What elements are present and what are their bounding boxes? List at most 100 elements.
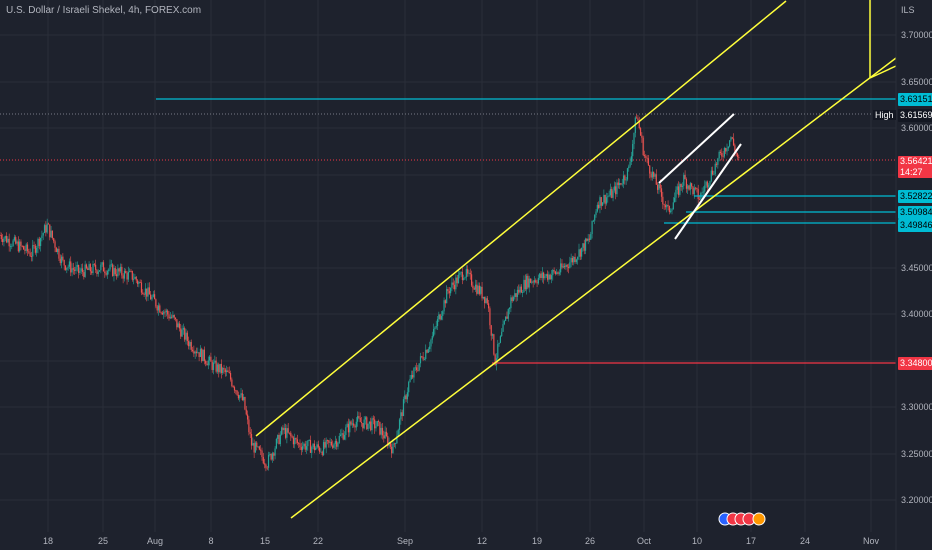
candle-body xyxy=(125,270,127,274)
candle-body xyxy=(309,440,312,453)
channel-upper-line[interactable] xyxy=(255,0,787,437)
candle-body xyxy=(304,443,306,450)
time-tick: Aug xyxy=(147,536,163,546)
candle-body xyxy=(706,181,708,188)
candle-body xyxy=(41,235,43,239)
candle-body xyxy=(385,431,388,437)
candle-body xyxy=(36,247,38,253)
candle-body xyxy=(7,238,9,243)
candle-body xyxy=(184,328,186,340)
candle-body xyxy=(735,152,737,154)
candle-body xyxy=(395,443,397,444)
candle-body xyxy=(718,151,720,159)
candle-body xyxy=(266,467,268,469)
candle-body xyxy=(279,434,281,445)
candle-body xyxy=(453,284,456,290)
price-axis[interactable]: 3.70000 3.65000 3.60000 3.45000 3.40000 … xyxy=(901,30,932,505)
candle-body xyxy=(45,225,47,233)
price-tick: 3.20000 xyxy=(901,495,932,505)
candle-body xyxy=(405,395,407,400)
candle-body xyxy=(393,443,395,445)
candle-body xyxy=(529,278,532,283)
candle-body xyxy=(253,443,255,453)
time-tick: Nov xyxy=(863,536,880,546)
candle-body xyxy=(16,241,18,244)
candle-body xyxy=(104,271,106,274)
candle-body xyxy=(171,316,173,318)
wedge-upper-line[interactable] xyxy=(658,113,735,184)
candle-body xyxy=(533,280,536,283)
candle-body xyxy=(122,275,124,279)
candle-body xyxy=(357,416,359,422)
candle-body xyxy=(261,450,263,457)
candle-body xyxy=(101,262,103,265)
candle-body xyxy=(325,440,327,448)
candle-body xyxy=(481,286,483,299)
projection-arrow-line[interactable] xyxy=(869,65,897,79)
candle-body xyxy=(465,268,467,278)
candle-body xyxy=(100,264,102,271)
candle-body xyxy=(461,272,464,280)
candle-body xyxy=(11,245,13,247)
candle-body xyxy=(421,356,423,358)
candle-body xyxy=(697,189,699,200)
candle-body xyxy=(401,412,403,417)
candle-body xyxy=(512,297,515,302)
candle-body xyxy=(490,325,492,336)
candle-body xyxy=(368,421,371,424)
channel-lower-line[interactable] xyxy=(290,57,897,519)
candle-body xyxy=(573,256,575,263)
wedge-lower-line[interactable] xyxy=(674,143,742,240)
event-icons[interactable] xyxy=(718,512,766,526)
candle-body xyxy=(503,320,505,325)
candle-body xyxy=(249,432,251,434)
candle-body xyxy=(79,271,81,273)
candle-body xyxy=(574,256,576,263)
candle-body xyxy=(630,156,632,162)
candle-body xyxy=(391,446,393,454)
candle-body xyxy=(72,268,74,270)
candle-body xyxy=(77,264,80,273)
candle-body xyxy=(440,315,443,320)
candle-body xyxy=(211,361,213,370)
candle-body xyxy=(687,185,689,189)
bar-countdown: 14:27 xyxy=(900,167,923,177)
candle-body xyxy=(19,241,21,252)
candle-body xyxy=(22,246,25,250)
candle-body xyxy=(89,264,91,272)
candle-body xyxy=(270,453,272,460)
candle-body xyxy=(188,341,190,347)
price-tick: 3.25000 xyxy=(901,449,932,459)
candle-body xyxy=(558,272,560,274)
candle-body xyxy=(25,244,27,251)
candle-body xyxy=(413,368,415,378)
candle-body xyxy=(426,349,428,353)
us-flag-icon-5[interactable] xyxy=(752,512,766,526)
candle-body xyxy=(260,449,262,451)
candle-body xyxy=(161,312,164,315)
candle-body xyxy=(583,243,585,251)
candle-body xyxy=(71,268,73,273)
candle-body xyxy=(236,390,238,395)
candle-body xyxy=(84,264,86,277)
candle-body xyxy=(507,309,509,319)
candle-body xyxy=(561,263,563,268)
candle-body xyxy=(617,182,619,185)
time-axis[interactable]: 18 25 Aug 8 15 22 Sep 12 19 26 Oct 10 17… xyxy=(43,536,880,546)
chart-title[interactable]: U.S. Dollar / Israeli Shekel, 4h, FOREX.… xyxy=(6,5,202,16)
candle-body xyxy=(404,395,406,400)
candle-body xyxy=(113,268,115,276)
candle-body xyxy=(545,274,547,277)
candle-body xyxy=(85,264,88,269)
candle-body xyxy=(367,423,369,430)
candle-body xyxy=(598,204,600,209)
candle-body xyxy=(532,281,534,283)
candle-body xyxy=(123,270,126,279)
plot-area[interactable] xyxy=(0,0,896,532)
candle-body xyxy=(560,263,562,273)
level-price-label-2: 3.52822 xyxy=(898,190,932,203)
candle-body xyxy=(250,433,253,446)
candle-body xyxy=(81,268,84,273)
candle-body xyxy=(667,204,669,206)
